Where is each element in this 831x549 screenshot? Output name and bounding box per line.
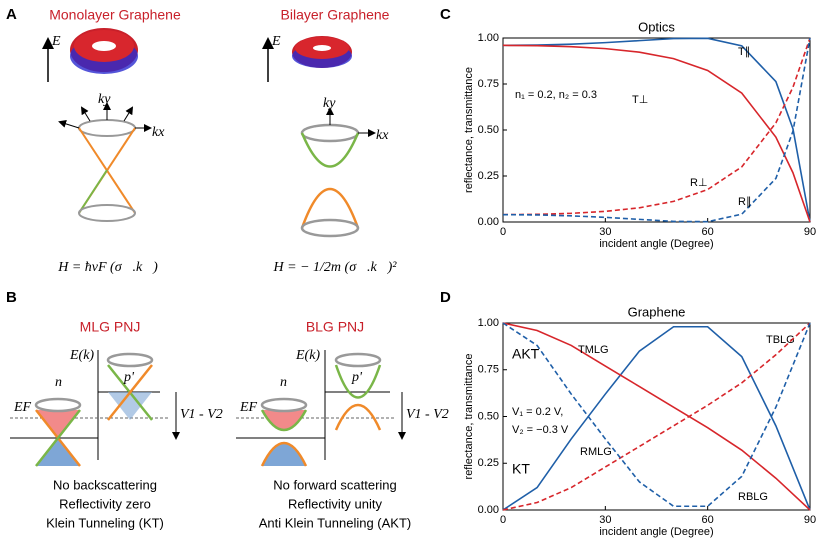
panel-title: Bilayer Graphene (281, 7, 390, 23)
line-series (502, 322, 811, 511)
caption: No forward scattering (273, 477, 397, 492)
y-tick-label: 0.00 (478, 216, 499, 228)
x-tick-label: 0 (500, 514, 506, 526)
x-tick-label: 60 (702, 514, 714, 526)
label: n (55, 375, 62, 390)
panel-letter: C (440, 6, 451, 23)
x-tick-label: 90 (804, 514, 816, 526)
label: EF (13, 400, 32, 415)
axis-label: kx (376, 128, 389, 143)
y-tick-label: 0.50 (478, 410, 499, 422)
caption: Anti Klein Tunneling (AKT) (259, 515, 411, 530)
line-series (502, 44, 811, 223)
equation: H = ħvF (σ⃗.k⃗) (57, 260, 158, 275)
line-series (502, 37, 811, 216)
axis-label: E(k) (295, 348, 320, 363)
annotation: n₁ = 0.2, n₂ = 0.3 (515, 89, 597, 101)
y-axis-label: reflectance, transmittance (463, 67, 475, 193)
line-series (502, 322, 811, 511)
axis-label: E (51, 34, 61, 49)
x-tick-label: 0 (500, 226, 506, 238)
annotation: V₁ = 0.2 V, (512, 406, 563, 418)
panel-title: Monolayer Graphene (49, 7, 181, 23)
x-tick-label: 60 (702, 226, 714, 238)
annotation: KT (512, 461, 530, 477)
axis-label: ky (98, 92, 111, 107)
label: V1 - V2 (406, 407, 449, 422)
line-series (502, 37, 811, 223)
y-tick-label: 0.75 (478, 78, 499, 90)
panel-letter: A (6, 6, 17, 23)
caption: Reflectivity unity (288, 496, 382, 511)
series-label: TMLG (578, 344, 609, 356)
x-tick-label: 90 (804, 226, 816, 238)
series-label: R∥ (738, 196, 751, 208)
series-label: R⊥ (690, 177, 708, 189)
x-tick-label: 30 (599, 226, 611, 238)
panel-letter: D (440, 289, 451, 306)
annotation: V₂ = −0.3 V (512, 424, 569, 436)
panel-letter: B (6, 289, 17, 306)
line-series (502, 322, 811, 508)
mlg-diagram (42, 28, 152, 222)
series-label: RMLG (580, 446, 612, 458)
line-series (502, 37, 811, 223)
caption: No backscattering (53, 477, 157, 492)
line-series (502, 325, 811, 511)
series-label: T∥ (738, 46, 750, 58)
series-label: TBLG (766, 334, 795, 346)
y-tick-label: 0.25 (478, 170, 499, 182)
x-axis-label: incident angle (Degree) (599, 526, 713, 538)
label: p' (123, 370, 135, 385)
x-axis-label: incident angle (Degree) (599, 238, 713, 250)
label: V1 - V2 (180, 407, 223, 422)
y-tick-label: 1.00 (478, 32, 499, 44)
caption: Klein Tunneling (KT) (46, 515, 164, 530)
annotation: AKT (512, 346, 540, 362)
caption: Reflectivity zero (59, 496, 151, 511)
label: EF (239, 400, 258, 415)
axis-label: E(k) (69, 348, 94, 363)
axis-label: ky (323, 96, 336, 111)
chart-title: Optics (638, 19, 675, 34)
label: p' (351, 370, 363, 385)
plot-frame (502, 37, 811, 223)
label: n (280, 375, 287, 390)
equation: H = − 1/2m (σ⃗.k⃗)² (273, 260, 398, 275)
y-tick-label: 0.50 (478, 124, 499, 136)
series-label: T⊥ (632, 94, 648, 106)
y-tick-label: 0.00 (478, 504, 499, 516)
blg-diagram (262, 36, 376, 238)
panel-title: MLG PNJ (80, 319, 141, 335)
series-label: RBLG (738, 491, 768, 503)
panel-title: BLG PNJ (306, 319, 364, 335)
y-axis-label: reflectance, transmittance (463, 354, 475, 480)
y-tick-label: 1.00 (478, 317, 499, 329)
axis-label: kx (152, 125, 165, 140)
y-tick-label: 0.75 (478, 364, 499, 376)
axis-label: E (271, 34, 281, 49)
chart-title: Graphene (628, 304, 686, 319)
y-tick-label: 0.25 (478, 457, 499, 469)
x-tick-label: 30 (599, 514, 611, 526)
pnj-diagram (10, 350, 406, 467)
